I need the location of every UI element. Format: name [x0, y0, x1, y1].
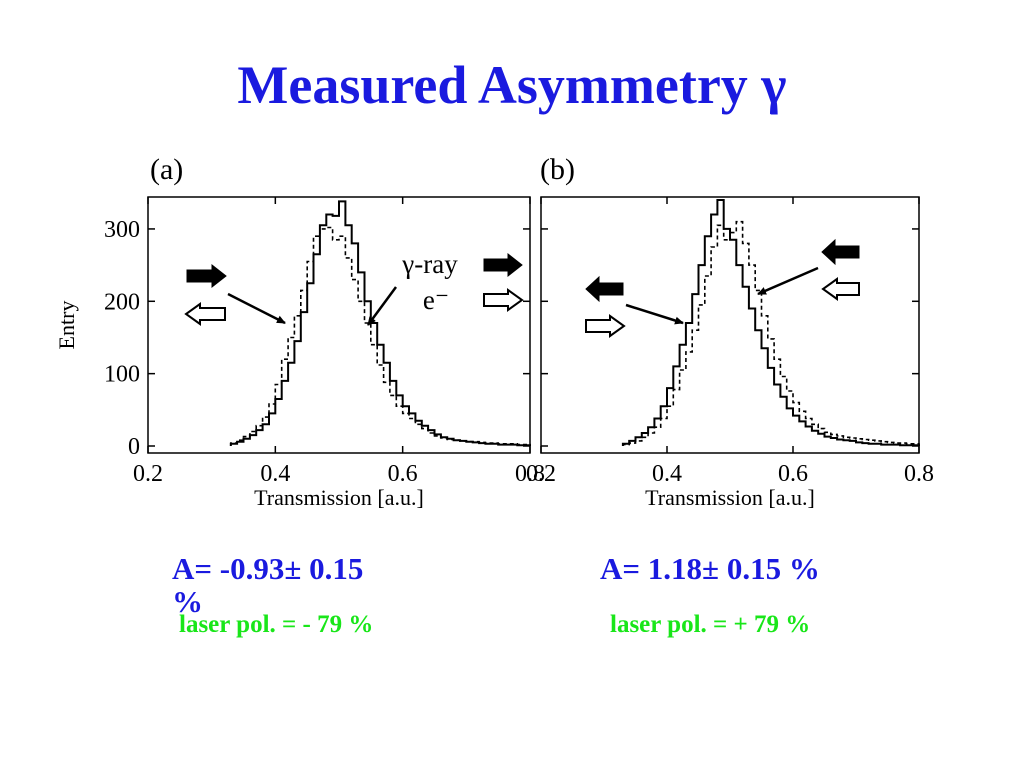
- solid-left-arrow-icon: [585, 275, 624, 303]
- panel-b-series-solid: [621, 199, 920, 447]
- x-tick-label: 0.2: [133, 461, 163, 487]
- panel-b-frame: [540, 196, 920, 454]
- x-tick-label: 0.2: [526, 461, 556, 487]
- panel-a-label: (a): [150, 153, 183, 186]
- hollow-left-arrow-icon: [821, 277, 860, 301]
- y-tick-label: 300: [104, 217, 140, 243]
- pointer-arrow-icon: [227, 292, 286, 325]
- panel-a-y-axis-label: Entry: [54, 301, 79, 350]
- y-tick-label: 100: [104, 362, 140, 388]
- panel-a-frame: [147, 196, 531, 454]
- slide-title: Measured Asymmetry γ: [237, 55, 787, 115]
- pointer-arrow-icon: [366, 286, 398, 326]
- panel-b-series-dashed: [622, 220, 920, 446]
- x-tick-label: 0.6: [388, 461, 418, 487]
- panel-a-data: [229, 200, 531, 447]
- panel-b-x-axis-label: Transmission [a.u.]: [645, 485, 815, 510]
- solid-left-arrow-icon: [821, 238, 860, 266]
- laser-polarization-a: laser pol. = - 79 %: [179, 611, 374, 638]
- x-tick-label: 0.8: [904, 461, 934, 487]
- panel-b-label: (b): [540, 153, 575, 186]
- panel-a-series-solid: [229, 200, 531, 447]
- solid-right-arrow-icon: [483, 252, 523, 278]
- y-tick-label: 0: [128, 434, 140, 460]
- x-tick-label: 0.6: [778, 461, 808, 487]
- legend-electron: e⁻: [423, 285, 449, 315]
- laser-polarization-b: laser pol. = + 79 %: [610, 611, 811, 638]
- legend-gamma-ray: γ-ray: [401, 249, 458, 279]
- x-tick-label: 0.8: [515, 461, 545, 487]
- asymmetry-result-b: A= 1.18± 0.15 %: [600, 551, 820, 586]
- panel-b-ticks: 0.2 0.4 0.6 0.8: [526, 197, 934, 487]
- panel-a-series-dashed: [230, 226, 531, 446]
- x-tick-label: 0.4: [652, 461, 682, 487]
- panel-a: (a) 0.2 0.4 0.6 0.8 0 100 200 300 Entry Transmi…: [54, 153, 545, 510]
- asymmetry-result-a: A= -0.93± 0.15 %: [172, 551, 364, 619]
- hollow-left-arrow-icon: [184, 302, 226, 326]
- panel-a-ticks: 0.2 0.4 0.6 0.8 0 100 200 300: [104, 197, 545, 487]
- y-tick-label: 200: [104, 289, 140, 315]
- pointer-arrow-icon: [625, 303, 684, 325]
- panel-a-x-axis-label: Transmission [a.u.]: [254, 485, 424, 510]
- panel-b: (b) 0.2 0.4 0.6 0.8 Transmission [a.u.]: [526, 153, 934, 510]
- solid-right-arrow-icon: [186, 263, 227, 289]
- hollow-right-arrow-icon: [585, 314, 626, 338]
- pointer-arrow-icon: [757, 266, 819, 296]
- x-tick-label: 0.4: [260, 461, 290, 487]
- hollow-right-arrow-icon: [483, 288, 524, 312]
- panel-b-data: [621, 199, 920, 447]
